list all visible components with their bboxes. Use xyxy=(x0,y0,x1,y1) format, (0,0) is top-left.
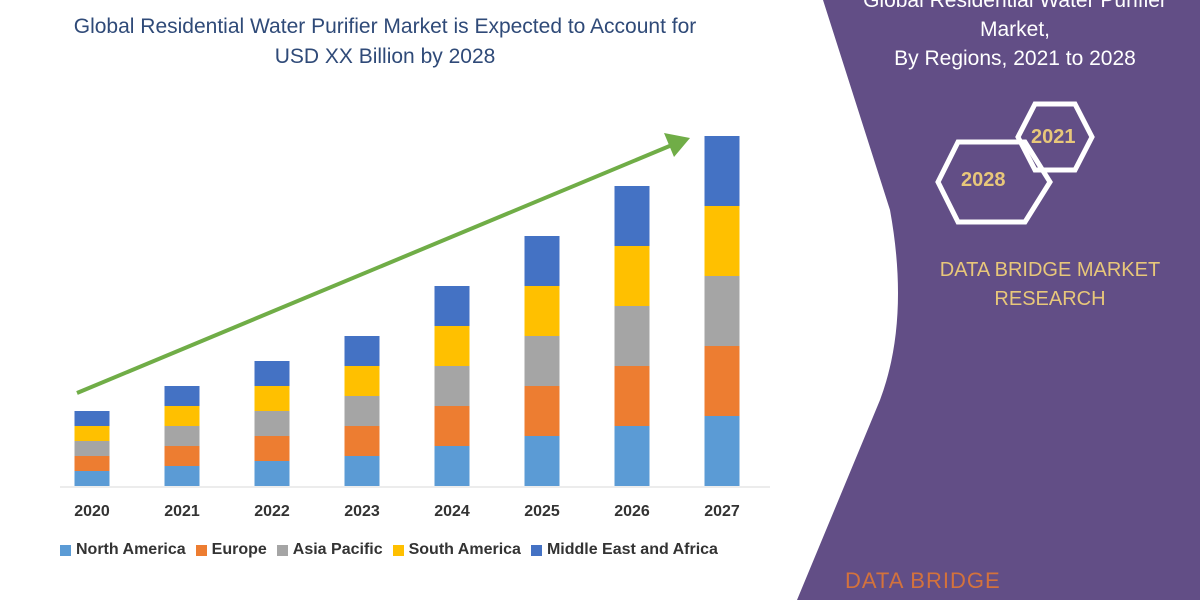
legend-item: North America xyxy=(60,541,186,559)
bar-segment-2025-0 xyxy=(524,436,560,486)
chart-title: Global Residential Water Purifier Market… xyxy=(73,15,697,68)
panel-title-line: Market, xyxy=(979,18,1050,41)
bar-segment-2022-2 xyxy=(254,411,290,436)
bar-segment-2026-0 xyxy=(614,426,650,486)
bar-segment-2021-1 xyxy=(164,446,200,466)
x-tick-label: 2027 xyxy=(704,503,740,520)
legend-item: Middle East and Africa xyxy=(530,541,718,559)
bar-segment-2024-4 xyxy=(434,286,470,326)
legend-item: South America xyxy=(392,541,521,559)
legend: North America Europe Asia Pacific South Ame… xyxy=(60,541,718,559)
bar-segment-2027-3 xyxy=(704,206,740,276)
x-tick-label: 2021 xyxy=(164,503,200,520)
x-tick-label: 2022 xyxy=(254,503,290,520)
x-tick-label: 2020 xyxy=(74,503,110,520)
bar-segment-2027-4 xyxy=(704,136,740,206)
purple-panel-shape xyxy=(797,0,1200,600)
bar-segment-2025-1 xyxy=(524,386,560,436)
bar-segment-2023-0 xyxy=(344,456,380,486)
brand-line: RESEARCH xyxy=(994,288,1106,310)
stacked-bar-chart xyxy=(60,133,770,488)
bar-segment-2026-1 xyxy=(614,366,650,426)
bar-segment-2025-3 xyxy=(524,286,560,336)
bar-segment-2023-1 xyxy=(344,426,380,456)
bar-segment-2026-4 xyxy=(614,186,650,246)
x-tick-label: 2026 xyxy=(614,503,650,520)
bar-segment-2025-4 xyxy=(524,236,560,286)
hex-label-2028: 2028 xyxy=(961,169,1006,191)
bar-segment-2024-0 xyxy=(434,446,470,486)
bar-segment-2020-4 xyxy=(74,411,110,426)
panel-title: Global Residential Water Purifier Market… xyxy=(830,0,1200,73)
bar-segment-2022-3 xyxy=(254,386,290,411)
company-logo: DATA BRIDGE xyxy=(845,568,1001,593)
bar-segment-2020-2 xyxy=(74,441,110,456)
legend-item: Asia Pacific xyxy=(276,541,383,559)
legend-label: North America xyxy=(76,541,186,558)
bar-segment-2022-4 xyxy=(254,361,290,386)
trend-arrow-line xyxy=(76,143,673,395)
hexagon-2028 xyxy=(935,139,1053,225)
bar-segment-2027-2 xyxy=(704,276,740,346)
bar-segment-2021-2 xyxy=(164,426,200,446)
legend-swatch xyxy=(276,544,288,556)
bar-segment-2021-0 xyxy=(164,466,200,486)
panel-title-line: By Regions, 2021 to 2028 xyxy=(894,47,1136,70)
brand-text: DATA BRIDGE MARKET RESEARCH xyxy=(920,256,1180,314)
hex-label-2021: 2021 xyxy=(1031,126,1076,148)
bar-segment-2022-0 xyxy=(254,461,290,486)
bar-segment-2027-1 xyxy=(704,346,740,416)
bar-segment-2026-3 xyxy=(614,246,650,306)
legend-item: Europe xyxy=(195,541,267,559)
bar-segment-2020-0 xyxy=(74,471,110,486)
bar-segment-2027-0 xyxy=(704,416,740,486)
bar-segment-2020-1 xyxy=(74,456,110,471)
legend-swatch xyxy=(60,544,71,556)
legend-swatch xyxy=(392,544,404,556)
legend-swatch xyxy=(195,544,207,556)
brand-line: DATA BRIDGE MARKET xyxy=(939,259,1161,281)
trend-arrow-head xyxy=(664,133,690,157)
legend-label: Europe xyxy=(211,541,267,558)
legend-label: Asia Pacific xyxy=(292,541,383,558)
legend-label: South America xyxy=(408,541,521,558)
x-tick-label: 2025 xyxy=(524,503,560,520)
legend-swatch xyxy=(530,544,542,556)
bar-segment-2023-4 xyxy=(344,336,380,366)
bar-segment-2021-4 xyxy=(164,386,200,406)
x-tick-label: 2024 xyxy=(434,503,470,520)
legend-label: Middle East and Africa xyxy=(546,541,718,558)
bar-segment-2024-1 xyxy=(434,406,470,446)
hexagon-2021 xyxy=(1015,101,1095,173)
bar-segment-2022-1 xyxy=(254,436,290,461)
x-tick-label: 2023 xyxy=(344,503,380,520)
bar-segment-2023-3 xyxy=(344,366,380,396)
bar-segment-2023-2 xyxy=(344,396,380,426)
bar-segment-2024-2 xyxy=(434,366,470,406)
panel-title-line: Global Residential Water Purifier xyxy=(863,0,1167,12)
bar-segment-2025-2 xyxy=(524,336,560,386)
bar-segment-2026-2 xyxy=(614,306,650,366)
bar-segment-2020-3 xyxy=(74,426,110,441)
bar-segment-2024-3 xyxy=(434,326,470,366)
bar-segment-2021-3 xyxy=(164,406,200,426)
